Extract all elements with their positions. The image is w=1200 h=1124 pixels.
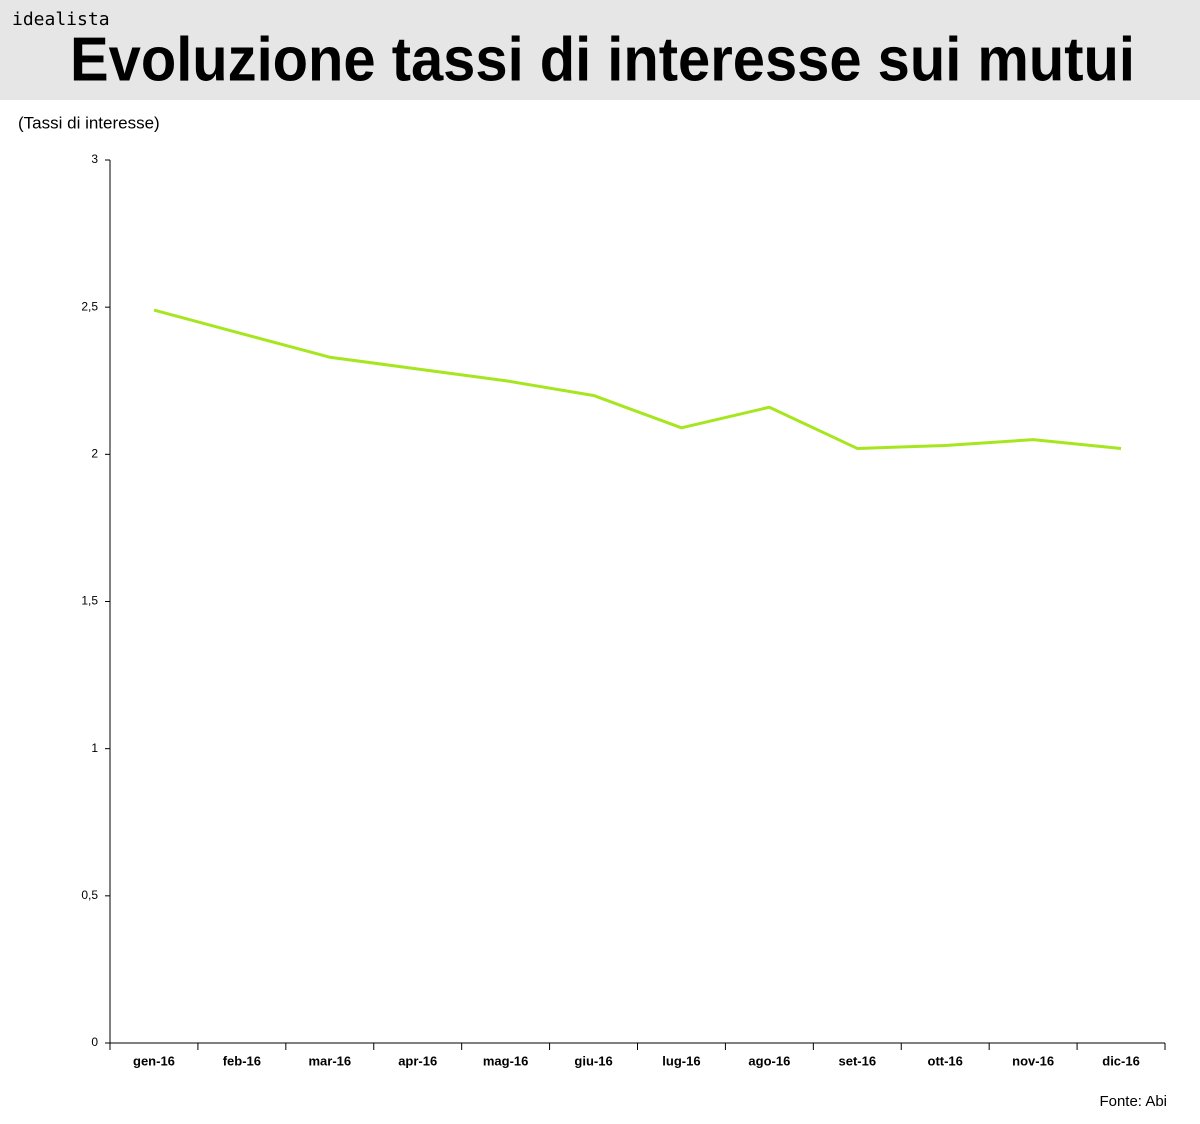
x-tick-label: apr-16 [398,1053,437,1068]
x-tick-label: gen-16 [133,1053,175,1068]
x-tick-label: mag-16 [483,1053,529,1068]
y-tick-label: 0 [91,1035,98,1049]
y-tick-label: 0,5 [81,888,98,902]
x-tick-label: ott-16 [928,1053,963,1068]
x-tick-label: feb-16 [223,1053,261,1068]
header-band [0,0,1200,100]
x-tick-label: set-16 [839,1053,877,1068]
x-tick-label: dic-16 [1102,1053,1140,1068]
x-tick-label: nov-16 [1012,1053,1054,1068]
x-tick-label: lug-16 [662,1053,700,1068]
y-tick-label: 3 [91,152,98,166]
brand: idealista [12,9,110,30]
y-tick-label: 2,5 [81,299,98,313]
x-tick-label: giu-16 [574,1053,612,1068]
y-tick-label: 1,5 [81,594,98,608]
source: Fonte: Abi [1099,1093,1167,1110]
x-tick-label: ago-16 [748,1053,790,1068]
y-axis-label: (Tassi di interesse) [18,113,160,132]
x-tick-label: mar-16 [308,1053,351,1068]
data-line [153,308,1122,450]
y-tick-label: 2 [91,447,98,461]
chart-title: Evoluzione tassi di interesse sui mutui [70,25,1135,94]
y-tick-label: 1 [91,741,98,755]
